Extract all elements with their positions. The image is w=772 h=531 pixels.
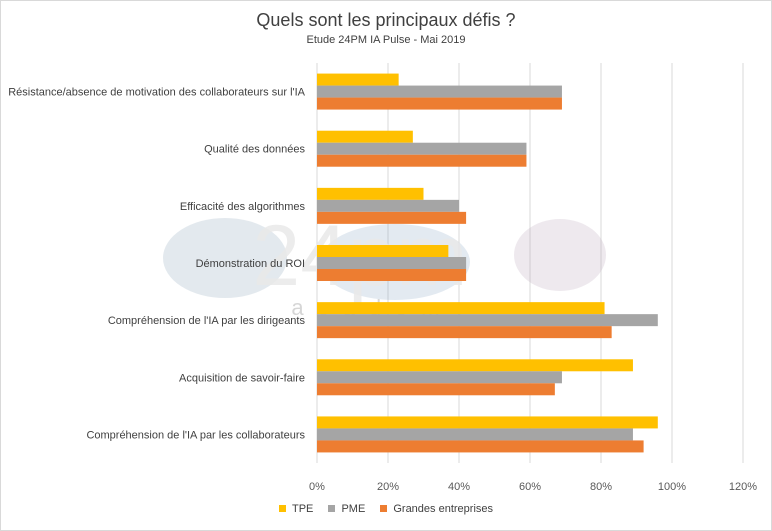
x-tick-label: 60% (519, 481, 541, 493)
chart-subtitle: Etude 24PM IA Pulse - Mai 2019 (306, 34, 466, 46)
bar (317, 428, 633, 441)
legend-item-grandes-entreprises: Grandes entreprises (380, 503, 493, 515)
bar (317, 257, 467, 269)
legend: TPE PME Grandes entreprises (0, 503, 772, 515)
legend-label-pme: PME (341, 503, 366, 515)
x-tick-label: 120% (729, 481, 757, 493)
category-label: Résistance/absence de motivation des col… (8, 87, 305, 99)
bar (317, 142, 527, 155)
bar (317, 199, 459, 212)
bar (317, 302, 605, 315)
bar (317, 245, 449, 257)
bar (317, 440, 644, 453)
bar (317, 416, 658, 429)
legend-swatch-tpe (278, 505, 286, 512)
legend-swatch-pme (328, 505, 336, 512)
bar (317, 211, 467, 224)
bar (317, 73, 399, 86)
category-label: Efficacité des algorithmes (180, 201, 306, 213)
bar (317, 187, 424, 200)
x-tick-label: 40% (448, 481, 470, 493)
bar (317, 97, 562, 110)
bar (317, 359, 633, 372)
category-label: Compréhension de l'IA par les dirigeants (108, 315, 306, 327)
legend-item-pme: PME (328, 503, 365, 515)
bar (317, 85, 562, 98)
bar (317, 130, 413, 143)
bars (317, 73, 658, 453)
bar (317, 269, 467, 281)
x-tick-label: 80% (590, 481, 612, 493)
category-labels: Résistance/absence de motivation des col… (8, 87, 305, 442)
bar (317, 371, 562, 384)
x-tick-label: 20% (377, 481, 399, 493)
category-label: Qualité des données (204, 144, 305, 156)
category-label: Acquisition de savoir-faire (179, 372, 305, 384)
bar (317, 154, 527, 167)
x-tick-labels: 0% 20% 40% 60% 80% 100% 120% (309, 481, 757, 493)
chart-title: Quels sont les principaux défis ? (256, 10, 516, 30)
legend-swatch-grandes-entreprises (380, 505, 388, 512)
legend-label-grandes-entreprises: Grandes entreprises (393, 503, 494, 515)
category-label: Compréhension de l'IA par les collaborat… (86, 429, 305, 441)
bar (317, 326, 612, 339)
x-tick-label: 0% (309, 481, 325, 493)
bar (317, 314, 658, 327)
x-tick-label: 100% (658, 481, 686, 493)
bar (317, 383, 555, 396)
category-label: Démonstration du ROI (196, 258, 305, 270)
legend-item-tpe: TPE (278, 503, 314, 515)
legend-label-tpe: TPE (291, 503, 314, 515)
